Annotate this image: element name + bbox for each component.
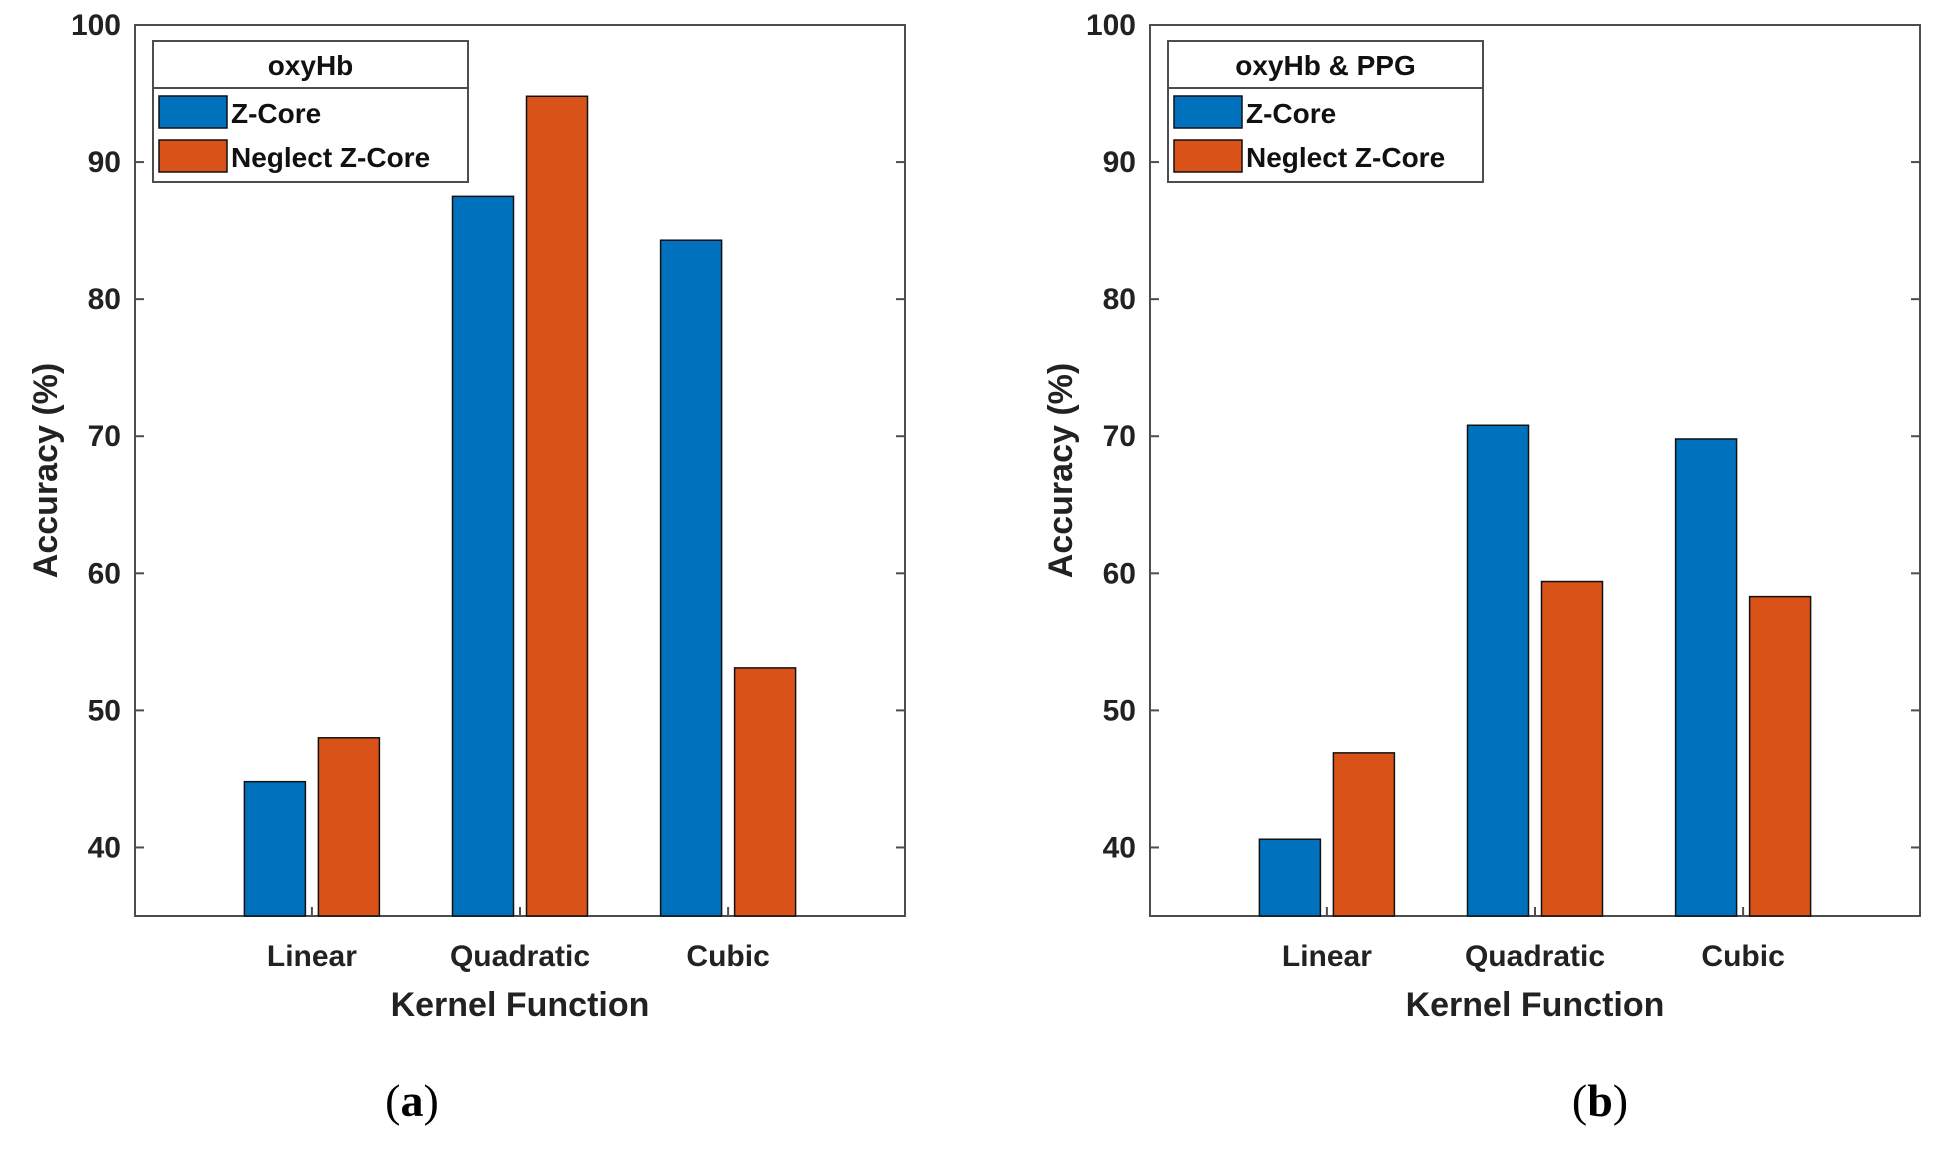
y-tick-label: 50 [88,694,121,727]
panel-letter: a [401,1075,424,1126]
bar-z-core-quadratic [451,195,515,917]
bar-neglect-z-core-cubic [733,667,797,917]
x-axis-label: Kernel Function [1406,986,1665,1024]
x-tick-label: Linear [1282,940,1372,973]
bar-neglect-z-core-linear [1332,752,1396,917]
bar-z-core-cubic [659,239,723,917]
x-axis-label: Kernel Function [391,986,650,1024]
legend-entry: Z-Core [231,98,321,129]
legend-title: oxyHb & PPG [1235,50,1415,81]
bar-neglect-z-core-linear [317,737,381,917]
legend-title: oxyHb [268,50,354,81]
panel-label: (b) [1572,1075,1628,1126]
bar-z-core-linear [1258,838,1322,917]
bar-neglect-z-core-cubic [1748,595,1812,917]
bar-neglect-z-core-quadratic [525,95,589,917]
x-tick-label: Quadratic [1465,940,1605,973]
x-tick-label: Quadratic [450,940,590,973]
y-tick-label: 40 [88,831,121,864]
legend-swatch [1173,139,1243,173]
y-axis-label: Accuracy (%) [1042,363,1080,578]
legend-swatch [158,139,228,173]
y-tick-label: 40 [1103,831,1136,864]
y-tick-label: 80 [88,283,121,316]
y-tick-label: 70 [88,420,121,453]
chart-panel-b: 40 50 60 70 80 90 100 Linear Quadratic Cubic Kerne… [1042,9,1921,1126]
y-tick-label: 50 [1103,694,1136,727]
chart-panel-a: 40 50 60 70 80 90 100 Linear Quadratic Cubic Kerne… [27,9,906,1126]
y-tick-label: 100 [1086,9,1136,42]
y-tick-label: 60 [1103,557,1136,590]
y-tick-label: 100 [71,9,121,42]
legend-swatch [158,95,228,129]
legend-swatch [1173,95,1243,129]
panel-label: (a) [385,1075,439,1126]
panel-letter: b [1587,1075,1613,1126]
y-tick-label: 90 [88,146,121,179]
legend-entry: Neglect Z-Core [1246,142,1445,173]
y-tick-label: 80 [1103,283,1136,316]
y-axis-label: Accuracy (%) [27,363,65,578]
legend: oxyHb & PPG Z-Core Neglect Z-Core [1167,40,1484,183]
y-tick-label: 90 [1103,146,1136,179]
legend-entry: Z-Core [1246,98,1336,129]
y-tick-label: 60 [88,557,121,590]
bar-z-core-linear [243,780,307,917]
legend: oxyHb Z-Core Neglect Z-Core [152,40,469,183]
x-tick-label: Cubic [686,940,769,973]
bar-z-core-cubic [1674,438,1738,917]
x-tick-label: Cubic [1701,940,1784,973]
legend-entry: Neglect Z-Core [231,142,430,173]
bar-z-core-quadratic [1466,424,1530,917]
bar-neglect-z-core-quadratic [1540,580,1604,917]
y-tick-label: 70 [1103,420,1136,453]
x-tick-label: Linear [267,940,357,973]
